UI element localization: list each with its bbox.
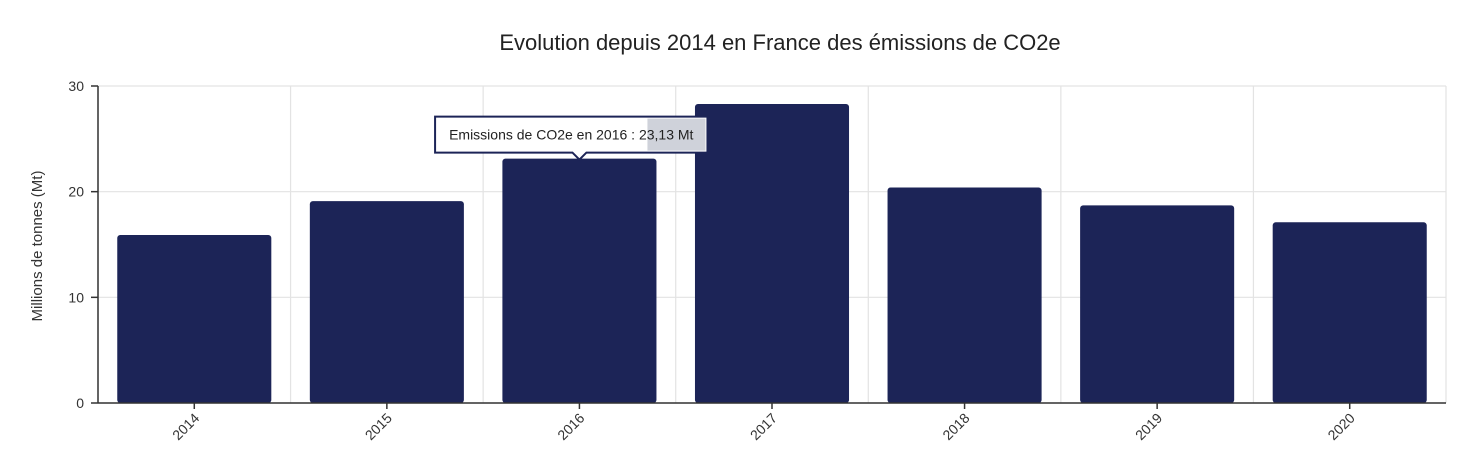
x-tick-label: 2015 [362,410,395,443]
bars [117,103,1427,404]
x-tick-label: 2016 [554,410,587,443]
x-tick-labels: 2014 2015 2016 2017 2018 2019 2020 [169,410,1358,443]
x-tick-label: 2014 [169,410,202,443]
y-axis-label: Millions de tonnes (Mt) [29,171,46,322]
bar-2016[interactable] [502,158,657,403]
x-tick-label: 2017 [747,410,780,443]
tooltip-text: Emissions de CO2e en 2016 : 23,13 Mt [449,127,693,143]
chart-title: Evolution depuis 2014 en France des émis… [499,30,1060,55]
bar-2018[interactable] [887,187,1042,403]
x-tick-label: 2020 [1324,410,1357,443]
y-tick-label: 20 [68,184,84,200]
x-tick-label: 2019 [1132,410,1165,443]
axes [91,85,1446,409]
bar-2020[interactable] [1272,222,1427,403]
x-tick-label: 2018 [939,410,972,443]
y-tick-label: 30 [68,78,84,94]
y-tick-label: 10 [68,289,84,305]
bar-2019[interactable] [1080,205,1235,403]
y-tick-labels: 0 10 20 30 [68,78,84,411]
bar-2014[interactable] [117,234,272,403]
tooltip-box [434,115,709,162]
bar-2017[interactable] [694,103,850,404]
bar-2015[interactable] [309,201,464,403]
tooltip-highlight [647,118,706,151]
y-tick-label: 0 [76,395,84,411]
tooltip: Emissions de CO2e en 2016 : 23,13 Mt [434,115,709,162]
